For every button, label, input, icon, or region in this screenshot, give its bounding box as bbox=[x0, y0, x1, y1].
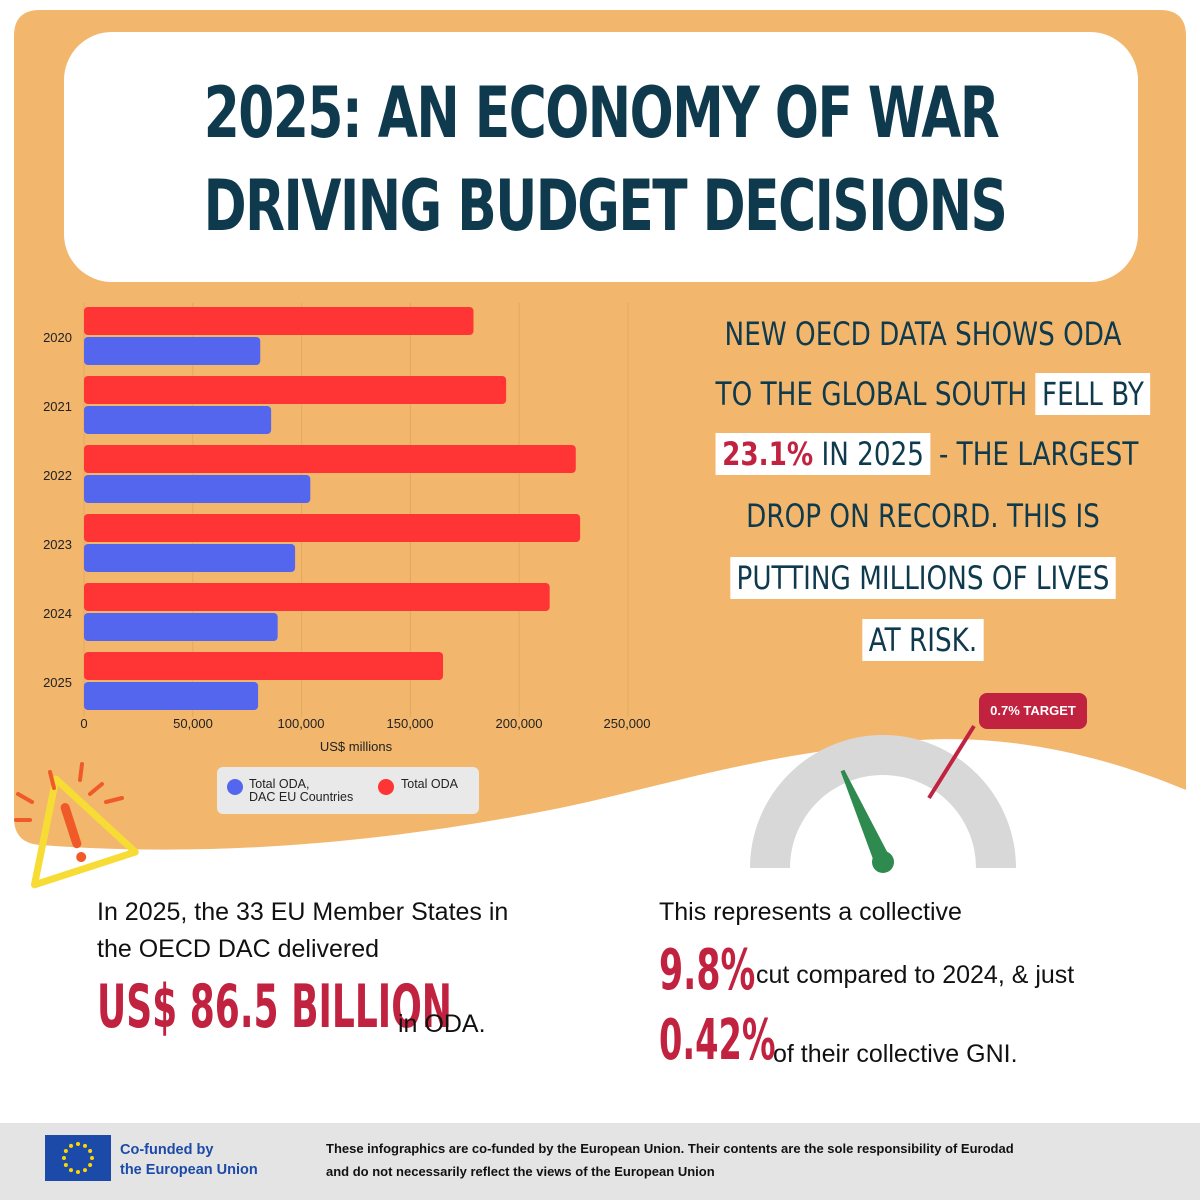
eu-cofunded-text: Co-funded by the European Union bbox=[120, 1140, 258, 1180]
eu-star bbox=[83, 1143, 87, 1148]
warning-icon bbox=[14, 762, 139, 889]
eu-stars bbox=[62, 1142, 94, 1174]
chart-legend: Total ODA, DAC EU Countries Total ODA bbox=[217, 767, 479, 814]
chart-bars bbox=[84, 307, 581, 710]
bar-eu-oda-2021 bbox=[84, 406, 272, 434]
bar-eu-oda-2023 bbox=[84, 544, 296, 572]
bar-eu-oda-2020 bbox=[84, 337, 261, 365]
eu-star bbox=[83, 1168, 87, 1173]
eu-star bbox=[63, 1149, 68, 1153]
x-tick-150000: 150,000 bbox=[386, 716, 434, 731]
headline-l6: AT RISK. bbox=[862, 619, 984, 661]
pct-gni: 0.42% bbox=[659, 1008, 776, 1073]
headline-line-4: DROP ON RECORD. THIS IS bbox=[746, 497, 1100, 535]
right-text-line-1: This represents a collective bbox=[659, 898, 962, 926]
headline-line-5: PUTTING MILLIONS OF LIVES bbox=[716, 556, 1131, 600]
legend-label-blue-line1: Total ODA, bbox=[249, 777, 310, 791]
eu-star bbox=[63, 1163, 68, 1167]
bar-total-oda-2023 bbox=[84, 514, 581, 542]
y-tick-2023: 2023 bbox=[43, 537, 72, 552]
y-tick-2024: 2024 bbox=[43, 606, 72, 621]
legend-dot-red bbox=[378, 779, 394, 795]
left-text-line-1: In 2025, the 33 EU Member States in bbox=[97, 898, 509, 926]
bar-total-oda-2021 bbox=[84, 376, 507, 404]
disclaimer: These infographics are co-funded by the … bbox=[326, 1137, 1014, 1183]
y-tick-2020: 2020 bbox=[43, 330, 72, 345]
eu-line-1: Co-funded by bbox=[120, 1142, 214, 1158]
headline-line-3: 23.1% IN 2025 - THE LARGEST bbox=[715, 432, 1138, 476]
eu-flag-icon bbox=[45, 1135, 111, 1181]
legend-label-red: Total ODA bbox=[401, 777, 458, 791]
title-line-1: 2025: AN ECONOMY OF WAR bbox=[203, 72, 1000, 154]
eu-star bbox=[88, 1163, 93, 1167]
headline-line-6: AT RISK. bbox=[716, 618, 1131, 662]
gauge-target-marker bbox=[927, 724, 976, 800]
y-tick-2025: 2025 bbox=[43, 675, 72, 690]
x-axis-label: US$ millions bbox=[319, 739, 393, 754]
eu-star bbox=[76, 1142, 80, 1146]
title-box: 2025: AN ECONOMY OF WAR DRIVING BUDGET D… bbox=[64, 32, 1138, 282]
bar-eu-oda-2022 bbox=[84, 475, 311, 503]
eu-star bbox=[90, 1156, 94, 1160]
headline-l2a: TO THE GLOBAL SOUTH bbox=[715, 375, 1036, 413]
bar-eu-oda-2024 bbox=[84, 613, 278, 641]
gni-gauge bbox=[750, 724, 1016, 873]
left-text-line-2: the OECD DAC delivered bbox=[97, 935, 380, 963]
headline-l3c: - THE LARGEST bbox=[930, 435, 1139, 473]
legend-label-blue: Total ODA, DAC EU Countries bbox=[249, 778, 353, 804]
disclaimer-line-1: These infographics are co-funded by the … bbox=[326, 1141, 1014, 1156]
headline-l2b: FELL BY bbox=[1035, 373, 1151, 415]
footer bbox=[0, 1123, 1200, 1200]
bar-eu-oda-2025 bbox=[84, 682, 259, 710]
eu-star bbox=[88, 1149, 93, 1153]
eu-star bbox=[69, 1143, 73, 1148]
x-tick-100000: 100,000 bbox=[277, 716, 325, 731]
y-tick-2021: 2021 bbox=[43, 399, 72, 414]
eu-line-2: the European Union bbox=[120, 1162, 258, 1178]
headline-l5: PUTTING MILLIONS OF LIVES bbox=[729, 557, 1117, 599]
headline-line-1: NEW OECD DATA SHOWS ODA bbox=[724, 315, 1122, 353]
legend-label-blue-line2: DAC EU Countries bbox=[249, 790, 354, 804]
disclaimer-line-2: and do not necessarily reflect the views… bbox=[326, 1164, 715, 1179]
amount-value: US$ 86.5 BILLION bbox=[97, 972, 452, 1042]
headline-line-2: TO THE GLOBAL SOUTH FELL BY bbox=[715, 372, 1151, 416]
chart-grid bbox=[83, 303, 629, 717]
pct-cut: 9.8% bbox=[659, 938, 756, 1003]
headline-l3b: IN 2025 bbox=[813, 435, 924, 473]
eu-star bbox=[62, 1156, 66, 1160]
right-text-line-2: cut compared to 2024, & just bbox=[756, 961, 1075, 989]
legend-dot-blue bbox=[227, 779, 243, 795]
title-line-2: DRIVING BUDGET DECISIONS bbox=[203, 165, 1008, 247]
x-tick-0: 0 bbox=[80, 716, 88, 731]
headline-pct: 23.1% bbox=[722, 435, 814, 473]
x-tick-50000: 50,000 bbox=[173, 716, 213, 731]
right-text-line-3: of their collective GNI. bbox=[773, 1040, 1018, 1068]
eu-star bbox=[76, 1170, 80, 1174]
target-badge: 0.7% TARGET bbox=[979, 693, 1087, 729]
x-tick-250000: 250,000 bbox=[603, 716, 651, 731]
bar-total-oda-2020 bbox=[84, 307, 474, 335]
bar-total-oda-2022 bbox=[84, 445, 576, 473]
bar-total-oda-2025 bbox=[84, 652, 444, 680]
y-tick-2022: 2022 bbox=[43, 468, 72, 483]
bar-total-oda-2024 bbox=[84, 583, 550, 611]
eu-star bbox=[69, 1168, 73, 1173]
amount-suffix: in ODA. bbox=[398, 1010, 486, 1038]
headline-highlight-3: 23.1% IN 2025 bbox=[715, 433, 931, 475]
x-tick-200000: 200,000 bbox=[495, 716, 543, 731]
gauge-needle bbox=[840, 769, 894, 873]
